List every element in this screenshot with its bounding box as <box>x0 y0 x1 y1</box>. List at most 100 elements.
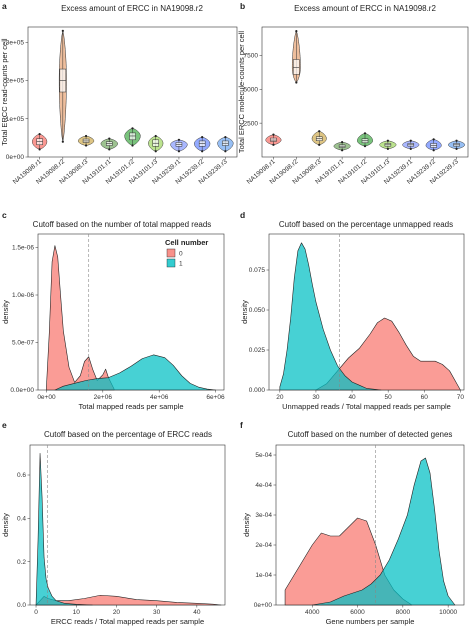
y-tick-label: 0.4 <box>17 516 26 523</box>
legend-label-1: 1 <box>179 261 183 268</box>
panel-label: e <box>2 420 7 430</box>
y-tick-label: 0.050 <box>249 307 266 314</box>
y-tick-label: 5000 <box>244 86 259 93</box>
outlier-point <box>177 150 181 153</box>
panel-label: f <box>240 420 243 430</box>
outlier-point <box>409 139 412 142</box>
y-tick-label: 0.0 <box>17 602 26 609</box>
x-tick-label: 0e+00 <box>37 394 56 401</box>
x-tick-label: 30 <box>312 394 320 401</box>
y-tick-label: 0.0e+00 <box>10 387 34 394</box>
y-tick-label: 3e-04 <box>255 512 272 519</box>
y-tick-label: 1e+05 <box>6 116 25 123</box>
y-axis-label: Total ERCC read-counts per cell <box>0 38 9 145</box>
y-tick-label: 2e+05 <box>6 78 25 85</box>
y-tick-label: 0.075 <box>249 267 266 274</box>
y-tick-label: 5e-04 <box>255 452 272 459</box>
violin-box <box>129 132 136 141</box>
x-tick-label: 8000 <box>396 609 411 616</box>
panel-frame <box>29 444 226 606</box>
y-tick-label: 1.5e-06 <box>12 245 34 252</box>
legend-title: Cell number <box>165 238 208 247</box>
outlier-point <box>455 147 458 150</box>
panel-title: Cutoff based on the percentage of ERCC r… <box>44 430 212 439</box>
density-area-0 <box>315 317 461 391</box>
x-tick-label: 0 <box>34 609 38 616</box>
y-tick-label: 7500 <box>244 53 259 60</box>
panel-frame <box>37 233 225 391</box>
x-tick-label: 10 <box>73 609 81 616</box>
density-area-1 <box>54 354 216 391</box>
outlier-point <box>201 136 204 139</box>
x-tick-label: 70 <box>457 394 465 401</box>
outlier-point <box>295 29 298 33</box>
x-tick-label: 20 <box>276 394 284 401</box>
outlier-point <box>432 138 435 141</box>
outlier-point <box>363 145 367 148</box>
y-tick-label: 3e+05 <box>6 39 25 46</box>
panel-d: d Cutoff based on the percentage unmapped… <box>240 210 464 411</box>
x-tick-label: 40 <box>348 394 356 401</box>
outlier-point <box>318 130 321 133</box>
x-tick-label: 2e+06 <box>94 394 113 401</box>
x-axis-label: Gene numbers per sample <box>326 617 415 626</box>
panel-f: f Cutoff based on the number of detected … <box>240 420 465 626</box>
panel-label: d <box>240 210 245 220</box>
outlier-point <box>341 141 344 144</box>
outlier-point <box>84 134 88 138</box>
y-tick-label: 2e-04 <box>255 542 272 549</box>
legend-swatch-1 <box>166 258 176 268</box>
outlier-point <box>224 150 227 153</box>
y-axis-label: density <box>1 513 10 537</box>
y-tick-label: 0e+00 <box>254 602 273 609</box>
outlier-point <box>131 127 134 130</box>
outlier-point <box>154 150 157 153</box>
x-axis-label: Unmapped reads / Total mapped reads per … <box>282 402 451 411</box>
y-tick-label: 0.000 <box>249 387 266 394</box>
y-tick-label: 1e-04 <box>255 572 272 579</box>
outlier-point <box>61 140 64 143</box>
y-tick-label: 2500 <box>244 120 259 127</box>
x-tick-label: 6e+06 <box>206 394 225 401</box>
outlier-point <box>108 148 111 151</box>
outlier-point <box>61 29 64 32</box>
x-tick-label: 40 <box>193 609 201 616</box>
panel-e: e Cutoff based on the percentage of ERCC … <box>1 420 226 626</box>
panel-title: Cutoff based on the percentage unmapped … <box>279 220 453 229</box>
violin-box <box>293 59 300 75</box>
y-tick-label: 4e-04 <box>255 482 272 489</box>
outlier-point <box>295 81 298 84</box>
violin-box <box>270 137 277 142</box>
legend-label-0: 0 <box>179 251 183 258</box>
outlier-point <box>455 139 458 142</box>
outlier-point <box>272 133 275 136</box>
x-tick-label: 30 <box>153 609 161 616</box>
y-tick-label: 5.0e-07 <box>12 340 34 347</box>
outlier-point <box>386 147 389 150</box>
y-tick-label: 0.6 <box>17 472 26 479</box>
outlier-point <box>272 143 275 146</box>
legend: Cell number 0 1 <box>165 238 208 268</box>
panel-title: Cutoff based on the number of total mapp… <box>33 220 212 229</box>
panel-title: Excess amount of ERCC in NA19098.r2 <box>61 4 203 13</box>
outlier-point <box>38 132 41 136</box>
outlier-point <box>318 143 321 146</box>
outlier-point <box>341 149 344 152</box>
density-area-1 <box>35 453 93 606</box>
panel-c: c Cutoff based on the number of total map… <box>1 210 225 411</box>
density-area-1 <box>279 242 382 391</box>
outlier-point <box>131 144 134 147</box>
y-tick-label: 0.2 <box>17 559 26 566</box>
outlier-point <box>38 148 41 151</box>
y-tick-label: 0e+00 <box>6 154 25 161</box>
x-tick-label: 4000 <box>305 609 320 616</box>
density-area-0 <box>46 245 115 391</box>
density-area-1 <box>311 457 456 606</box>
panel-title: Cutoff based on the number of detected g… <box>288 430 453 439</box>
panel-b: b Excess amount of ERCC in NA19098.r2 2500… <box>237 1 469 186</box>
outlier-point <box>108 137 111 140</box>
outlier-point <box>409 147 412 150</box>
x-axis-label: ERCC reads / Total mapped reads per samp… <box>51 617 204 626</box>
y-tick-label: 1.0e-06 <box>12 292 34 299</box>
y-axis-label: density <box>1 300 10 324</box>
